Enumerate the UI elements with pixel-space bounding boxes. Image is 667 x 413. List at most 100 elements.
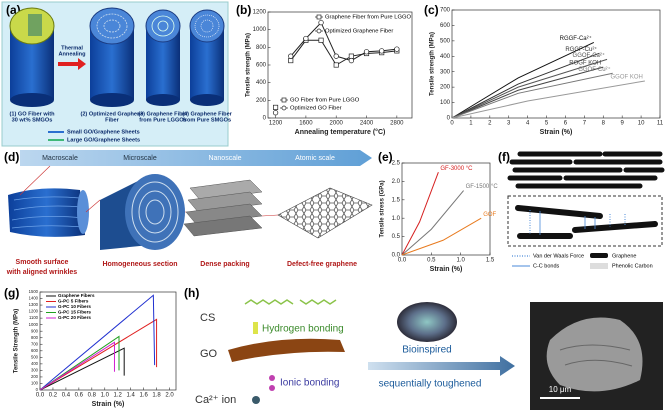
y-tick-label: 1.0: [392, 216, 401, 222]
point: [318, 19, 324, 26]
series-label: RGGF KOH: [569, 61, 601, 67]
panel-label: (b): [236, 3, 251, 17]
label-tough: sequentially toughened: [379, 379, 482, 390]
scale-band: [20, 150, 372, 166]
point: [379, 48, 385, 54]
connector: [261, 214, 279, 217]
point: [333, 53, 339, 59]
y-tick-label: 0: [36, 387, 39, 392]
panel-label: (c): [424, 3, 439, 17]
legend-text: G-PC 15 Fibers: [58, 310, 91, 315]
y-tick-label: 1400: [29, 296, 39, 301]
plot-frame: [401, 162, 491, 256]
y-axis-label: Tensile strength (MPa): [430, 32, 436, 96]
go-sheet: [228, 338, 345, 362]
y-tick-label: 200: [256, 98, 267, 104]
legend-text: GO Fiber from Pure LGGO: [290, 98, 360, 104]
caption: (2) Optimized Graphene: [80, 111, 143, 117]
x-axis-label: Strain (%): [540, 129, 573, 136]
series-line: [401, 217, 482, 256]
vdw: [529, 210, 626, 235]
legend-text: Graphene Fiber from Pure LGGO: [325, 15, 412, 21]
legend-text: G-PC 10 Fibers: [58, 304, 91, 309]
x-tick-label: 1.5: [486, 258, 495, 264]
series-line: [451, 58, 608, 119]
y-tick-label: 1300: [29, 302, 39, 307]
caption: from Pure LGGOs: [139, 117, 187, 123]
chart: (e) 0.0 0.5 1.0 1.5 0.0 0.5 1.0 1.5 2.0 2.5 Strain …: [378, 150, 498, 273]
ion: [269, 375, 275, 381]
zoom-box: [507, 195, 663, 247]
series-label: GF-1500 °C: [466, 184, 499, 190]
connector: [19, 165, 51, 196]
x-tick-label: 1600: [299, 121, 313, 127]
y-tick-label: 400: [256, 80, 267, 86]
y-tick-label: 1200: [253, 10, 267, 16]
x-tick-label: 11: [657, 121, 664, 127]
x-tick-label: 2.0: [165, 393, 174, 399]
chart: (c) 0 1 2 3 4 5 6 7 8 9 10 11 0 100 200 300 400 500 600 700 S…: [424, 3, 664, 136]
scale-text: 10 μm: [549, 385, 572, 394]
x-tick-label: 2000: [330, 121, 344, 127]
y-axis-label: Tensile strength (MPa): [246, 33, 252, 97]
h-bond-mark: [253, 322, 258, 334]
series-label: RGGF-Ca²⁺: [560, 35, 592, 42]
y-tick-label: 700: [440, 8, 451, 14]
fiber-4: [189, 9, 225, 106]
y-tick-label: 1100: [29, 315, 39, 320]
x-tick-label: 0.8: [88, 393, 97, 399]
scale-text: Atomic scale: [295, 155, 335, 162]
scale-text: Macroscale: [42, 155, 78, 162]
nano-sheets: [183, 179, 263, 237]
x-tick-label: 0.2: [49, 393, 58, 399]
caption: (1) GO Fiber with: [9, 111, 55, 117]
x-tick-label: 2: [488, 121, 492, 127]
point: [333, 62, 339, 68]
series-line: [401, 172, 439, 256]
y-tick-label: 600: [440, 23, 451, 29]
series-line: [39, 318, 158, 391]
caption: with aligned wrinkles: [6, 269, 78, 276]
point: [318, 37, 324, 43]
graphene-stack: [507, 151, 665, 189]
y-tick-label: 300: [440, 69, 451, 75]
y-tick-label: 200: [440, 85, 451, 91]
graphene-zoom: [515, 205, 658, 239]
scale-text: Microscale: [123, 155, 157, 162]
y-tick-label: 2.5: [392, 161, 401, 167]
x-tick-label: 10: [638, 121, 645, 127]
series-line: [451, 52, 600, 119]
y-tick-label: 1000: [253, 27, 267, 33]
y-tick-label: 0: [263, 116, 267, 122]
chart: (b)1200 1600 2000 2400 280002004006008001000…: [236, 3, 413, 136]
x-tick-label: 2400: [360, 121, 374, 127]
fiber-3: [145, 9, 181, 106]
series-label: GF-3000 °C: [440, 166, 473, 172]
legend-text: G-PC 20 Fibers: [58, 315, 91, 320]
series-line: [39, 335, 120, 391]
legend-text: G-PC 5 Fibers: [58, 299, 89, 304]
x-tick-label: 0: [450, 121, 454, 127]
fiber-1: [9, 7, 55, 107]
legend-text: Small GO/Graphene Sheets: [67, 129, 140, 135]
x-tick-label: 0.0: [398, 258, 407, 264]
caption: Fiber: [105, 117, 119, 123]
label-ionic: Ionic bonding: [280, 378, 340, 389]
y-tick-label: 2.0: [392, 179, 401, 185]
x-tick-label: 1.0: [456, 258, 465, 264]
sem-texture: [559, 344, 633, 367]
panel-label: (h): [184, 286, 199, 300]
series-label: GGOF-Cu²⁺: [578, 66, 611, 73]
series-line: [39, 294, 156, 391]
x-tick-label: 5: [545, 121, 549, 127]
y-tick-label: 1500: [29, 289, 39, 294]
x-axis-label: Strain (%): [92, 401, 125, 408]
caption: Homogeneous section: [102, 261, 177, 268]
y-tick-label: 0.5: [392, 234, 401, 240]
sem-fiber: [546, 317, 643, 392]
series-label: GGOF KOH: [611, 75, 643, 81]
legend-text: Phenolic Carbon: [612, 263, 653, 269]
label-bio: Bioinspired: [402, 345, 451, 356]
series-line: [451, 66, 604, 119]
legend-text: Optimized GO Fiber: [290, 106, 342, 112]
